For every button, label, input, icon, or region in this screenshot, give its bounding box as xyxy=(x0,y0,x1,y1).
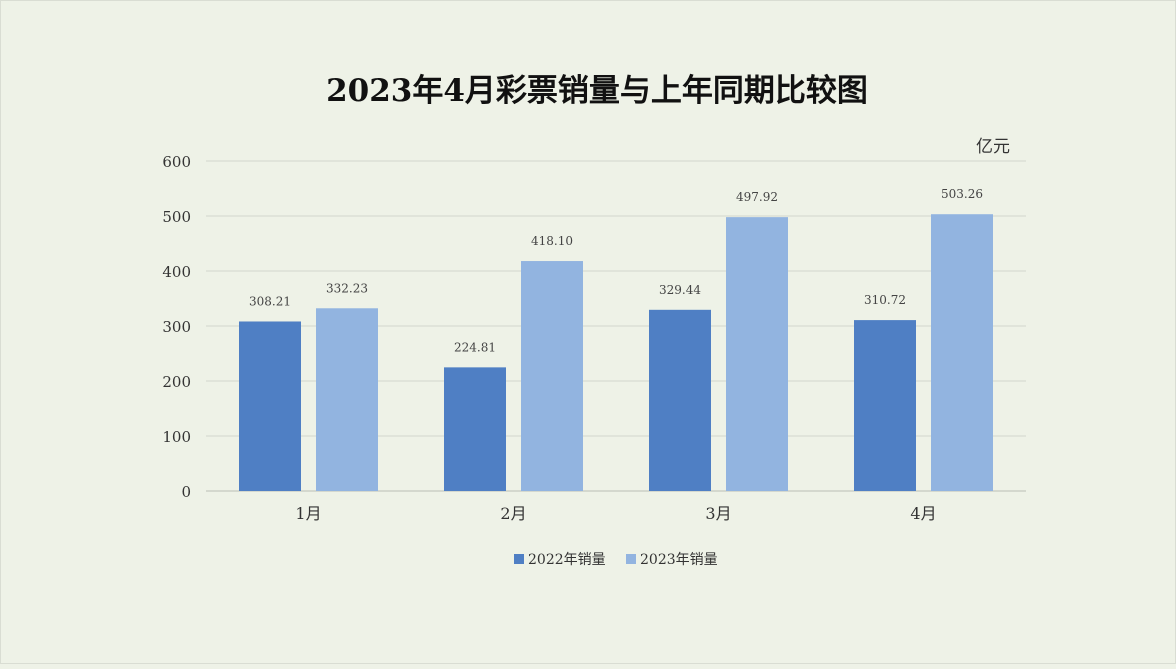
y-tick-label: 300 xyxy=(162,318,191,336)
y-tick-label: 600 xyxy=(162,153,191,171)
bar-2023 xyxy=(931,214,993,491)
y-tick-label: 100 xyxy=(162,428,191,446)
x-axis-tick-labels: 1月 2月 3月 4月 xyxy=(295,504,936,523)
legend-swatch xyxy=(626,554,636,564)
x-tick-label: 2月 xyxy=(500,504,526,523)
x-tick-label: 3月 xyxy=(705,504,731,523)
data-label: 224.81 xyxy=(454,340,496,354)
y-tick-label: 500 xyxy=(162,208,191,226)
x-tick-label: 1月 xyxy=(295,504,321,523)
bar-2022 xyxy=(854,320,916,491)
bar-2022 xyxy=(239,321,301,491)
unit-label: 亿元 xyxy=(976,137,1010,157)
data-label: 329.44 xyxy=(659,283,701,297)
y-axis-tick-labels: 0 100 200 300 400 500 600 xyxy=(162,153,191,501)
bar-2022 xyxy=(649,309,711,491)
bars xyxy=(239,214,993,492)
x-tick-label: 4月 xyxy=(910,504,936,523)
legend: 2022年销量 2023年销量 xyxy=(514,552,718,568)
legend-label: 2022年销量 xyxy=(528,552,606,568)
y-tick-label: 400 xyxy=(162,263,191,281)
bar-2023 xyxy=(726,217,788,492)
bar-2023 xyxy=(316,308,378,491)
data-label: 332.23 xyxy=(326,281,368,295)
data-label: 310.72 xyxy=(864,293,906,307)
chart-title: 2023年4月彩票销量与上年同期比较图 xyxy=(326,73,868,109)
bar-2022 xyxy=(444,367,506,491)
y-tick-label: 200 xyxy=(162,373,191,391)
data-label: 418.10 xyxy=(531,234,573,248)
data-label: 503.26 xyxy=(941,187,983,201)
legend-label: 2023年销量 xyxy=(640,552,718,568)
data-label: 308.21 xyxy=(249,294,291,308)
bar-2023 xyxy=(521,261,583,491)
data-label: 497.92 xyxy=(736,190,778,204)
legend-swatch xyxy=(514,554,524,564)
data-labels: 308.21 332.23 224.81 418.10 329.44 497.92 310.… xyxy=(249,187,983,354)
y-tick-label: 0 xyxy=(181,483,191,501)
